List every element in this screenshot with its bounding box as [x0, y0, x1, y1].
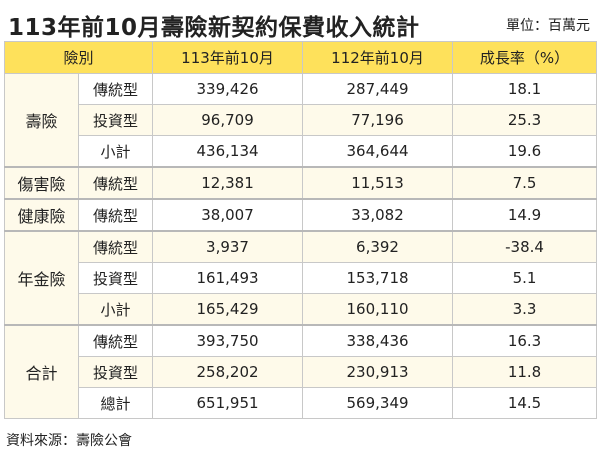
type-cell: 小計	[77, 293, 154, 326]
value-113-cell: 165,429	[152, 293, 304, 326]
value-112-cell: 364,644	[302, 135, 454, 168]
type-cell: 傳統型	[77, 324, 154, 357]
value-112-cell: 287,449	[302, 73, 454, 105]
value-112-cell: 230,913	[302, 356, 454, 388]
type-cell: 投資型	[77, 262, 154, 294]
source-note: 資料來源：壽險公會	[6, 433, 132, 449]
type-cell: 傳統型	[77, 166, 154, 200]
value-112-cell: 11,513	[302, 166, 454, 200]
premium-table: 險別 113年前10月 112年前10月 成長率（%） 壽險 傳統型 339,4…	[3, 41, 598, 419]
value-112-cell: 569,349	[302, 387, 454, 419]
value-112-cell: 338,436	[302, 324, 454, 357]
header-col-113: 113年前10月	[152, 41, 304, 74]
rate-cell: 16.3	[452, 324, 598, 357]
type-cell: 投資型	[77, 104, 154, 136]
value-113-cell: 436,134	[152, 135, 304, 168]
value-113-cell: 258,202	[152, 356, 304, 388]
rate-cell: 19.6	[452, 135, 598, 168]
header-growth-rate: 成長率（%）	[452, 41, 598, 74]
rate-cell: 14.9	[452, 198, 598, 232]
table-row: 投資型 96,709 77,196 25.3	[5, 104, 598, 136]
rate-cell: 11.8	[452, 356, 598, 388]
rate-cell: 5.1	[452, 262, 598, 294]
value-112-cell: 153,718	[302, 262, 454, 294]
group-label: 傷害險	[4, 166, 79, 200]
value-113-cell: 12,381	[152, 166, 304, 200]
table-row: 投資型 161,493 153,718 5.1	[5, 262, 598, 294]
table-row: 傷害險 傳統型 12,381 11,513 7.5	[4, 166, 598, 200]
type-cell: 投資型	[77, 356, 154, 388]
page-title: 113年前10月壽險新契約保費收入統計	[8, 15, 420, 41]
value-113-cell: 96,709	[152, 104, 304, 136]
rate-cell: 3.3	[452, 293, 598, 326]
rate-cell: 25.3	[452, 104, 598, 136]
header-col-112: 112年前10月	[302, 41, 454, 74]
table-row: 小計 165,429 160,110 3.3	[5, 293, 598, 326]
value-113-cell: 161,493	[152, 262, 304, 294]
type-cell: 傳統型	[77, 73, 154, 105]
group-label: 年金險	[4, 230, 79, 326]
group-label: 壽險	[4, 73, 79, 168]
table-row: 投資型 258,202 230,913 11.8	[5, 356, 598, 388]
type-cell: 小計	[77, 135, 154, 168]
rate-cell: 7.5	[452, 166, 598, 200]
table-row: 壽險 傳統型 339,426 287,449 18.1	[4, 73, 598, 168]
header-category: 險別	[3, 41, 154, 74]
table-row: 總計 651,951 569,349 14.5	[5, 387, 598, 419]
value-113-cell: 38,007	[152, 198, 304, 232]
table-row: 小計 436,134 364,644 19.6	[5, 135, 598, 168]
value-113-cell: 393,750	[152, 324, 304, 357]
value-113-cell: 339,426	[152, 73, 304, 105]
rate-cell: -38.4	[452, 230, 598, 263]
value-112-cell: 33,082	[302, 198, 454, 232]
value-112-cell: 6,392	[302, 230, 454, 263]
table-row: 健康險 傳統型 38,007 33,082 14.9	[4, 198, 598, 232]
value-113-cell: 651,951	[152, 387, 304, 419]
group-label: 合計	[4, 324, 79, 419]
type-cell: 傳統型	[77, 198, 154, 232]
value-113-cell: 3,937	[152, 230, 304, 263]
table-row: 年金險 傳統型 3,937 6,392 -38.4	[4, 230, 598, 326]
value-112-cell: 77,196	[302, 104, 454, 136]
table-header-row: 險別 113年前10月 112年前10月 成長率（%）	[3, 41, 598, 74]
type-cell: 總計	[77, 387, 154, 419]
type-cell: 傳統型	[77, 230, 154, 263]
group-label: 健康險	[4, 198, 79, 232]
rate-cell: 14.5	[452, 387, 598, 419]
table-row: 合計 傳統型 393,750 338,436 16.3	[4, 324, 598, 419]
unit-label: 單位：百萬元	[506, 18, 590, 34]
rate-cell: 18.1	[452, 73, 598, 105]
value-112-cell: 160,110	[302, 293, 454, 326]
